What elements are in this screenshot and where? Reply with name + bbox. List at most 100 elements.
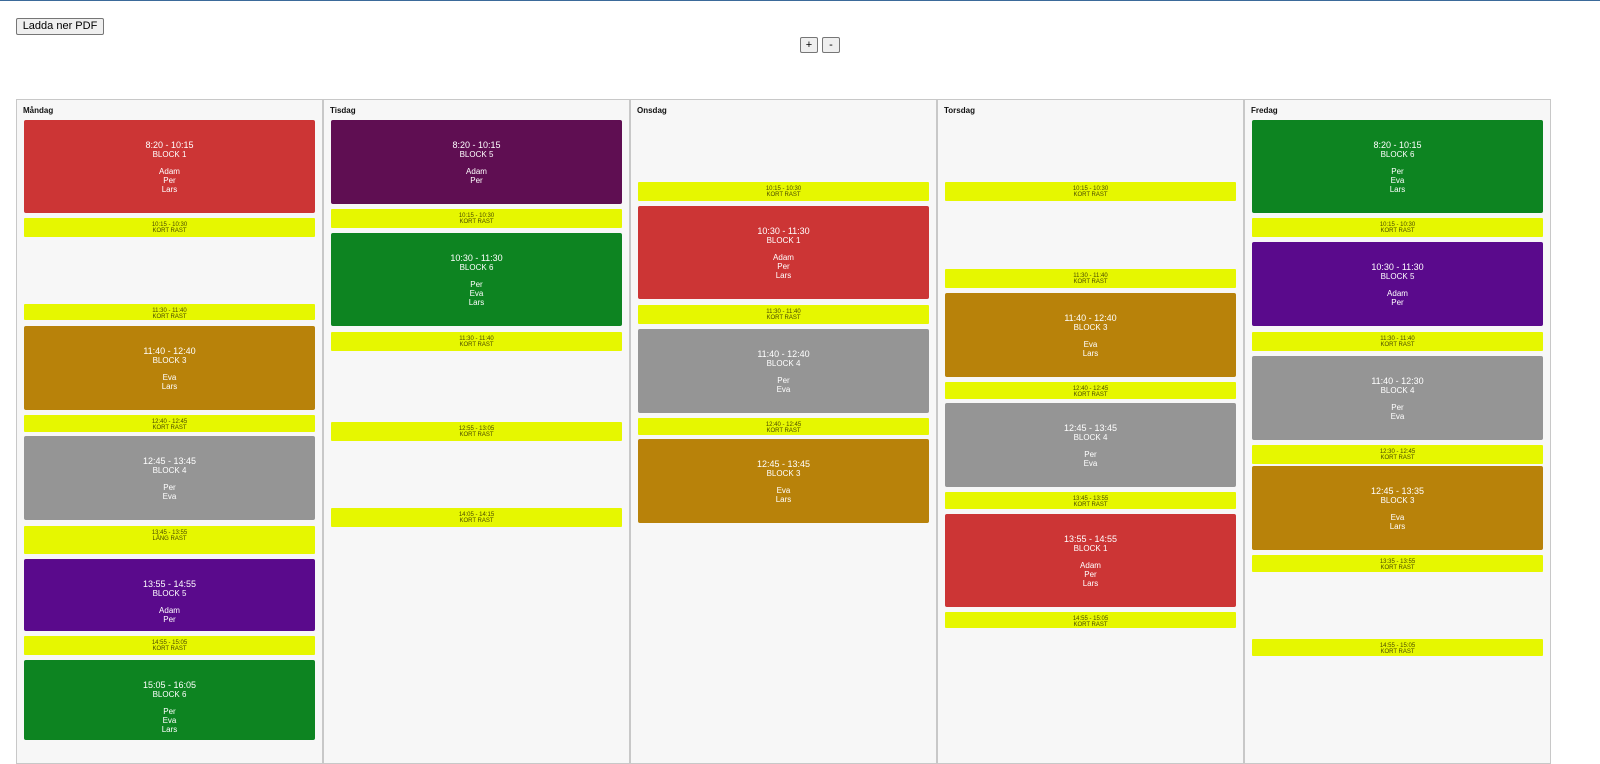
break-time: 11:30 - 11:40 — [459, 336, 494, 342]
schedule-block[interactable]: 11:40 - 12:40 BLOCK 3 Eva Lars — [945, 293, 1236, 377]
schedule-block[interactable]: 10:30 - 11:30 BLOCK 5 Adam Per — [1252, 242, 1543, 326]
block-people: Adam Per — [331, 167, 622, 185]
break-block[interactable]: 12:30 - 12:45 KORT RAST — [1252, 445, 1543, 464]
break-block[interactable]: 13:45 - 13:55 KORT RAST — [945, 492, 1236, 509]
person-name: Lars — [775, 495, 792, 504]
person-name: Eva — [162, 716, 177, 725]
schedule-block[interactable]: 13:55 - 14:55 BLOCK 5 Adam Per — [24, 559, 315, 631]
break-block[interactable]: 11:30 - 11:40 KORT RAST — [1252, 332, 1543, 351]
break-block[interactable]: 13:35 - 13:55 KORT RAST — [1252, 555, 1543, 572]
schedule-block[interactable]: 11:40 - 12:40 BLOCK 3 Eva Lars — [24, 326, 315, 410]
break-time: 11:30 - 11:40 — [152, 308, 187, 314]
break-time: 13:35 - 13:55 — [1379, 559, 1416, 565]
break-block[interactable]: 13:45 - 13:55 LÅNG RAST — [24, 526, 315, 554]
break-block[interactable]: 10:15 - 10:30 KORT RAST — [945, 182, 1236, 201]
person-name: Eva — [469, 289, 484, 298]
break-block[interactable]: 11:30 - 11:40 KORT RAST — [638, 305, 929, 324]
break-time: 12:40 - 12:45 — [151, 419, 188, 425]
block-time: 8:20 - 10:15 — [1373, 140, 1422, 150]
break-name: KORT RAST — [1073, 622, 1108, 628]
break-time: 11:30 - 11:40 — [1073, 273, 1108, 279]
person-name: Eva — [162, 373, 177, 382]
break-time: 10:15 - 10:30 — [151, 222, 188, 228]
schedule-block[interactable]: 8:20 - 10:15 BLOCK 5 Adam Per — [331, 120, 622, 204]
break-block[interactable]: 10:15 - 10:30 KORT RAST — [24, 218, 315, 237]
break-block[interactable]: 14:05 - 14:15 KORT RAST — [331, 508, 622, 527]
break-block[interactable]: 12:40 - 12:45 KORT RAST — [945, 382, 1236, 399]
person-name: Per — [163, 176, 176, 185]
schedule-block[interactable]: 10:30 - 11:30 BLOCK 1 Adam Per Lars — [638, 206, 929, 299]
schedule-block[interactable]: 10:30 - 11:30 BLOCK 6 Per Eva Lars — [331, 233, 622, 326]
schedule-block[interactable]: 11:40 - 12:30 BLOCK 4 Per Eva — [1252, 356, 1543, 440]
block-name: BLOCK 4 — [766, 359, 801, 368]
person-name: Per — [163, 615, 176, 624]
zoom-out-button[interactable]: - — [822, 37, 840, 53]
person-name: Eva — [162, 492, 177, 501]
block-name: BLOCK 1 — [1073, 544, 1108, 553]
schedule-block[interactable]: 8:20 - 10:15 BLOCK 6 Per Eva Lars — [1252, 120, 1543, 213]
break-name: KORT RAST — [459, 342, 494, 348]
break-time: 13:45 - 13:55 — [1072, 496, 1109, 502]
schedule-block[interactable]: 11:40 - 12:40 BLOCK 4 Per Eva — [638, 329, 929, 413]
schedule-block[interactable]: 8:20 - 10:15 BLOCK 1 Adam Per Lars — [24, 120, 315, 213]
schedule-block[interactable]: 12:45 - 13:45 BLOCK 4 Per Eva — [945, 403, 1236, 487]
day-title: Torsdag — [944, 106, 975, 115]
person-name: Eva — [1083, 340, 1098, 349]
block-people: Eva Lars — [638, 486, 929, 504]
schedule-block[interactable]: 12:45 - 13:45 BLOCK 3 Eva Lars — [638, 439, 929, 523]
break-name: KORT RAST — [1380, 342, 1415, 348]
block-people: Adam Per Lars — [945, 561, 1236, 588]
block-people: Per Eva Lars — [331, 280, 622, 307]
break-block[interactable]: 11:30 - 11:40 KORT RAST — [24, 304, 315, 320]
block-time: 8:20 - 10:15 — [452, 140, 501, 150]
block-people: Adam Per Lars — [638, 253, 929, 280]
download-pdf-button[interactable]: Ladda ner PDF — [16, 18, 104, 35]
person-name: Lars — [161, 725, 178, 734]
person-name: Eva — [1390, 176, 1405, 185]
break-block[interactable]: 12:40 - 12:45 KORT RAST — [24, 415, 315, 432]
break-time: 12:40 - 12:45 — [1072, 386, 1109, 392]
block-time: 15:05 - 16:05 — [142, 680, 197, 690]
break-block[interactable]: 14:55 - 15:05 KORT RAST — [945, 612, 1236, 628]
zoom-in-button[interactable]: + — [800, 37, 818, 53]
person-name: Eva — [1390, 412, 1405, 421]
break-name: KORT RAST — [459, 518, 494, 524]
person-name: Adam — [159, 167, 180, 176]
break-time: 14:55 - 15:05 — [1072, 616, 1109, 622]
top-border-line — [0, 0, 1600, 1]
block-time: 8:20 - 10:15 — [145, 140, 194, 150]
person-name: Lars — [161, 185, 178, 194]
block-name: BLOCK 5 — [1380, 272, 1415, 281]
schedule-block[interactable]: 12:45 - 13:45 BLOCK 4 Per Eva — [24, 436, 315, 520]
break-block[interactable]: 10:15 - 10:30 KORT RAST — [1252, 218, 1543, 237]
break-block[interactable]: 14:55 - 15:05 KORT RAST — [1252, 639, 1543, 656]
break-block[interactable]: 10:15 - 10:30 KORT RAST — [638, 182, 929, 201]
day-column-måndag: Måndag 8:20 - 10:15 BLOCK 1 Adam Per Lars 10:1… — [16, 99, 323, 764]
person-name: Per — [163, 483, 176, 492]
break-block[interactable]: 12:40 - 12:45 KORT RAST — [638, 418, 929, 435]
block-people: Per Eva — [1252, 403, 1543, 421]
break-block[interactable]: 11:30 - 11:40 KORT RAST — [945, 269, 1236, 288]
break-time: 14:05 - 14:15 — [458, 512, 495, 518]
break-time: 14:55 - 15:05 — [1379, 643, 1416, 649]
schedule-block[interactable]: 12:45 - 13:35 BLOCK 3 Eva Lars — [1252, 466, 1543, 550]
block-name: BLOCK 3 — [1380, 496, 1415, 505]
block-people: Per Eva — [638, 376, 929, 394]
block-name: BLOCK 5 — [459, 150, 494, 159]
break-block[interactable]: 10:15 - 10:30 KORT RAST — [331, 209, 622, 228]
person-name: Adam — [773, 253, 794, 262]
break-time: 12:40 - 12:45 — [765, 422, 802, 428]
break-name: KORT RAST — [152, 314, 187, 320]
person-name: Lars — [775, 271, 792, 280]
break-block[interactable]: 12:55 - 13:05 KORT RAST — [331, 422, 622, 441]
break-time: 10:15 - 10:30 — [458, 213, 495, 219]
schedule-block[interactable]: 13:55 - 14:55 BLOCK 1 Adam Per Lars — [945, 514, 1236, 607]
block-people: Eva Lars — [945, 340, 1236, 358]
break-block[interactable]: 14:55 - 15:05 KORT RAST — [24, 636, 315, 655]
schedule-block[interactable]: 15:05 - 16:05 BLOCK 6 Per Eva Lars — [24, 660, 315, 740]
block-people: Eva Lars — [1252, 513, 1543, 531]
person-name: Adam — [1080, 561, 1101, 570]
block-people: Adam Per — [24, 606, 315, 624]
break-block[interactable]: 11:30 - 11:40 KORT RAST — [331, 332, 622, 351]
day-column-torsdag: Torsdag 10:15 - 10:30 KORT RAST 11:30 - 11:… — [937, 99, 1244, 764]
